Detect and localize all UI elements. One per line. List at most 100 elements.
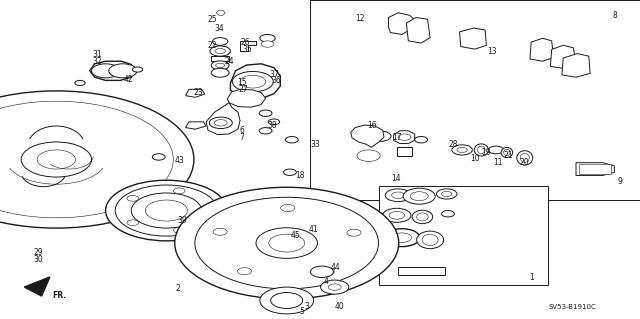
Text: 6: 6 [239, 126, 244, 135]
Text: 14: 14 [390, 174, 401, 182]
Circle shape [209, 117, 232, 129]
Text: 28: 28 [449, 140, 458, 149]
Text: 9: 9 [617, 177, 622, 186]
Text: 44: 44 [330, 263, 340, 272]
Polygon shape [406, 18, 430, 43]
Text: SV53-B1910C: SV53-B1910C [549, 304, 596, 310]
Circle shape [0, 91, 194, 228]
Text: 16: 16 [367, 121, 378, 130]
Circle shape [284, 169, 296, 175]
Ellipse shape [412, 210, 433, 224]
Polygon shape [227, 89, 266, 107]
Circle shape [211, 68, 229, 77]
Text: 36: 36 [271, 76, 282, 85]
Circle shape [452, 145, 472, 155]
Circle shape [127, 196, 138, 201]
Circle shape [285, 137, 298, 143]
Circle shape [131, 193, 202, 228]
Circle shape [173, 188, 185, 194]
Text: 45: 45 [291, 231, 301, 240]
Text: 38: 38 [268, 121, 278, 130]
Text: 4: 4 [324, 277, 329, 286]
Text: 10: 10 [470, 154, 480, 163]
Circle shape [281, 204, 295, 211]
Polygon shape [24, 277, 50, 296]
Text: 3: 3 [305, 302, 310, 311]
Polygon shape [394, 131, 415, 144]
Text: 32: 32 [92, 57, 102, 66]
Circle shape [442, 211, 454, 217]
Text: 18: 18 [295, 171, 304, 180]
Text: 31: 31 [92, 50, 102, 59]
Ellipse shape [501, 147, 513, 158]
Circle shape [210, 46, 230, 56]
Text: 20: 20 [520, 158, 530, 167]
Text: 40: 40 [334, 302, 344, 311]
Circle shape [212, 38, 228, 45]
Circle shape [109, 64, 137, 78]
Text: 34: 34 [214, 24, 224, 33]
Circle shape [260, 34, 275, 42]
Circle shape [213, 228, 227, 235]
Text: 35: 35 [242, 45, 252, 54]
Circle shape [175, 187, 399, 299]
Circle shape [259, 128, 272, 134]
Polygon shape [186, 122, 206, 129]
Circle shape [321, 280, 349, 294]
Circle shape [403, 188, 435, 204]
Polygon shape [576, 163, 614, 175]
Polygon shape [397, 147, 412, 156]
Ellipse shape [517, 151, 532, 165]
Circle shape [92, 64, 120, 78]
Text: 41: 41 [308, 225, 319, 234]
Text: 39: 39 [177, 216, 188, 225]
Circle shape [127, 220, 138, 226]
Polygon shape [230, 64, 280, 98]
Circle shape [268, 119, 280, 125]
Ellipse shape [474, 144, 488, 156]
Text: 1: 1 [529, 273, 534, 282]
Text: 7: 7 [239, 133, 244, 142]
Polygon shape [90, 61, 134, 80]
Polygon shape [216, 10, 225, 15]
Polygon shape [211, 56, 229, 61]
Circle shape [384, 229, 420, 247]
Polygon shape [186, 89, 205, 97]
Bar [310, 0, 640, 200]
Text: 11: 11 [493, 158, 502, 167]
Text: 24: 24 [224, 57, 234, 66]
Polygon shape [562, 54, 590, 77]
Polygon shape [240, 41, 256, 51]
Bar [379, 186, 548, 285]
Circle shape [152, 154, 165, 160]
Text: 23: 23 [193, 88, 204, 97]
Text: 25: 25 [207, 15, 218, 24]
Circle shape [232, 71, 273, 92]
Polygon shape [550, 45, 576, 69]
Text: FR.: FR. [52, 291, 66, 300]
Circle shape [173, 227, 185, 233]
Polygon shape [460, 28, 486, 49]
Text: 43: 43 [174, 156, 184, 165]
Circle shape [320, 268, 334, 275]
Polygon shape [530, 38, 554, 61]
Circle shape [261, 41, 274, 47]
Text: 37: 37 [269, 70, 279, 79]
Polygon shape [398, 267, 445, 275]
Circle shape [436, 189, 457, 199]
Ellipse shape [417, 231, 444, 249]
Text: 27: 27 [238, 85, 248, 94]
Text: 13: 13 [486, 47, 497, 56]
Text: 19: 19 [481, 148, 492, 157]
Text: 15: 15 [237, 78, 247, 87]
Circle shape [310, 266, 333, 278]
Circle shape [347, 229, 361, 236]
Circle shape [132, 67, 143, 72]
Text: 12: 12 [355, 14, 364, 23]
Circle shape [106, 180, 227, 241]
Circle shape [195, 197, 379, 289]
Text: 2: 2 [175, 284, 180, 293]
Text: 17: 17 [392, 133, 402, 142]
Circle shape [385, 189, 411, 202]
Circle shape [75, 80, 85, 85]
